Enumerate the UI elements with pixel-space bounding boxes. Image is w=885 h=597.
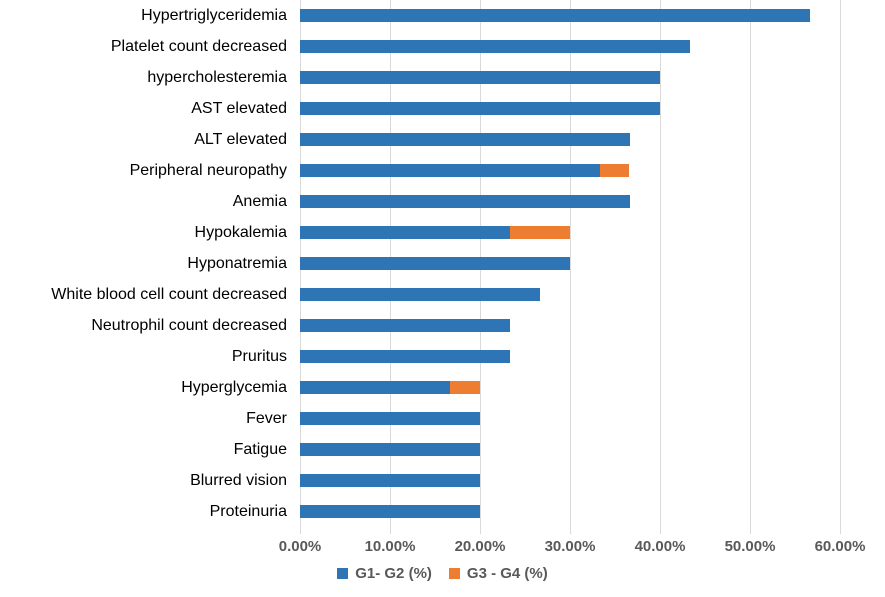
chart-row: Hyponatremia — [0, 248, 885, 279]
chart-row: Neutrophil count decreased — [0, 310, 885, 341]
category-label: ALT elevated — [194, 131, 287, 148]
chart-row: Blurred vision — [0, 465, 885, 496]
bar-track — [300, 434, 841, 465]
category-label: Peripheral neuropathy — [129, 162, 287, 179]
bar-segment-g1-g2 — [300, 195, 630, 208]
chart-row: hypercholesteremia — [0, 62, 885, 93]
category-label: Hypertriglyceridemia — [141, 7, 287, 24]
gridline — [840, 0, 841, 534]
category-label: Fatigue — [233, 441, 287, 458]
bar-track — [300, 403, 841, 434]
bar-track — [300, 341, 841, 372]
bar-segment-g3-g4 — [600, 164, 629, 177]
chart-row: Pruritus — [0, 341, 885, 372]
bar-segment-g1-g2 — [300, 381, 450, 394]
chart-row: Fever — [0, 403, 885, 434]
category-label: Hypokalemia — [194, 224, 287, 241]
bar-track — [300, 465, 841, 496]
bar-track — [300, 279, 841, 310]
bar-track — [300, 93, 841, 124]
chart-row: ALT elevated — [0, 124, 885, 155]
bar-segment-g3-g4 — [450, 381, 480, 394]
chart-row: Peripheral neuropathy — [0, 155, 885, 186]
legend-item-g3-g4: G3 - G4 (%) — [448, 565, 548, 582]
category-label: Hyperglycemia — [181, 379, 287, 396]
bar-segment-g1-g2 — [300, 226, 510, 239]
bar-track — [300, 372, 841, 403]
bar-segment-g3-g4 — [510, 226, 570, 239]
x-axis-tick-label: 10.00% — [364, 538, 416, 555]
x-axis-tick-label: 30.00% — [544, 538, 596, 555]
chart-row: White blood cell count decreased — [0, 279, 885, 310]
chart-row: Fatigue — [0, 434, 885, 465]
chart-row: Proteinuria — [0, 496, 885, 527]
chart-row: Anemia — [0, 186, 885, 217]
legend-item-g1-g2: G1- G2 (%) — [337, 565, 432, 582]
chart-rows: Hypertriglyceridemia Platelet count decre… — [0, 0, 885, 527]
bar-segment-g1-g2 — [300, 102, 660, 115]
chart-row: Hypertriglyceridemia — [0, 0, 885, 31]
legend-swatch-icon — [448, 568, 460, 579]
bar-track — [300, 496, 841, 527]
legend: G1- G2 (%) G3 - G4 (%) — [0, 565, 885, 582]
x-axis-tick-label: 40.00% — [634, 538, 686, 555]
category-label: Neutrophil count decreased — [91, 317, 287, 334]
x-axis: 0.00% 10.00% 20.00% 30.00% 40.00% 50.00% 60.00… — [0, 538, 885, 558]
bar-track — [300, 31, 841, 62]
gridline — [570, 0, 571, 534]
bar-track — [300, 124, 841, 155]
bar-segment-g1-g2 — [300, 288, 540, 301]
gridline — [660, 0, 661, 534]
x-axis-tick-label: 0.00% — [278, 538, 322, 555]
category-label: Proteinuria — [209, 503, 287, 520]
category-label: Fever — [246, 410, 287, 427]
bar-segment-g1-g2 — [300, 164, 600, 177]
chart-row: Hyperglycemia — [0, 372, 885, 403]
chart-row: AST elevated — [0, 93, 885, 124]
category-label: Blurred vision — [190, 472, 287, 489]
bar-segment-g1-g2 — [300, 350, 510, 363]
legend-label: G1- G2 (%) — [355, 565, 432, 582]
bar-track — [300, 217, 841, 248]
x-axis-tick-label: 20.00% — [454, 538, 506, 555]
gridline — [750, 0, 751, 534]
bar-segment-g1-g2 — [300, 319, 510, 332]
category-label: White blood cell count decreased — [51, 286, 287, 303]
category-label: Platelet count decreased — [110, 38, 287, 55]
bar-track — [300, 62, 841, 93]
x-axis-tick-label: 50.00% — [724, 538, 776, 555]
bar-segment-g1-g2 — [300, 474, 480, 487]
category-label: Hyponatremia — [187, 255, 287, 272]
legend-label: G3 - G4 (%) — [466, 565, 548, 582]
bar-segment-g1-g2 — [300, 257, 570, 270]
bar-segment-g1-g2 — [300, 412, 480, 425]
bar-segment-g1-g2 — [300, 505, 480, 518]
bar-track — [300, 310, 841, 341]
bar-track — [300, 186, 841, 217]
bar-track — [300, 0, 841, 31]
category-label: AST elevated — [191, 100, 287, 117]
category-label: hypercholesteremia — [147, 69, 287, 86]
bar-segment-g1-g2 — [300, 9, 810, 22]
chart-row: Platelet count decreased — [0, 31, 885, 62]
bar-segment-g1-g2 — [300, 443, 480, 456]
bar-track — [300, 155, 841, 186]
chart-row: Hypokalemia — [0, 217, 885, 248]
legend-swatch-icon — [337, 568, 349, 579]
bar-segment-g1-g2 — [300, 133, 630, 146]
x-axis-tick-label: 60.00% — [814, 538, 866, 555]
category-label: Pruritus — [231, 348, 287, 365]
bar-track — [300, 248, 841, 279]
bar-segment-g1-g2 — [300, 40, 690, 53]
category-label: Anemia — [232, 193, 287, 210]
bar-segment-g1-g2 — [300, 71, 660, 84]
